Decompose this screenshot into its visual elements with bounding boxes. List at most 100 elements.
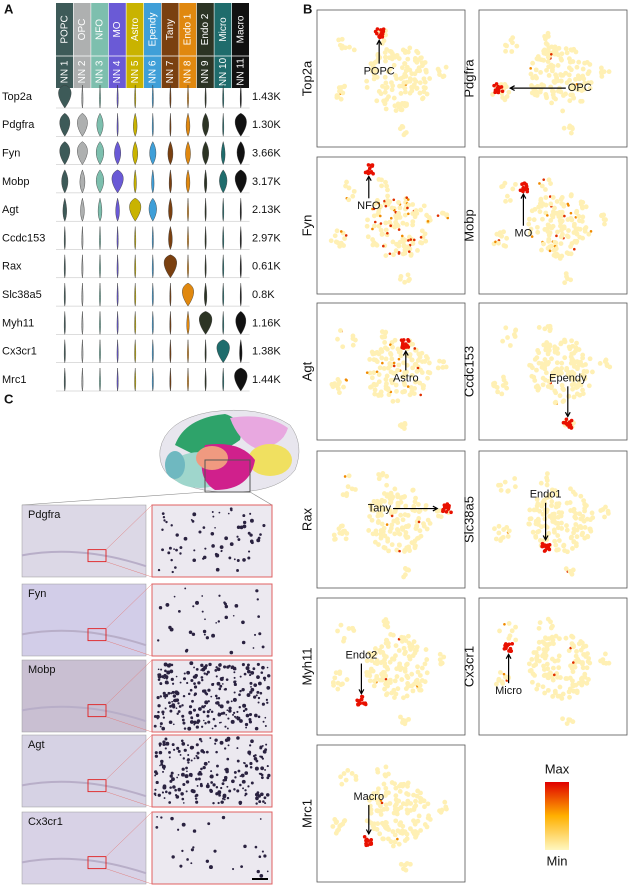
stained-cell <box>233 770 237 774</box>
cell-dot <box>536 658 542 664</box>
cell-dot <box>368 820 374 826</box>
cell-dot <box>569 211 573 215</box>
cell-dot <box>514 43 520 49</box>
cell-dot <box>419 393 422 397</box>
stained-cell <box>226 785 229 788</box>
cell-dot <box>398 353 404 359</box>
cell-dot <box>572 221 577 227</box>
cell-dot <box>382 244 385 248</box>
cell-dot <box>399 422 404 428</box>
cell-dot <box>383 220 389 226</box>
cell-dot <box>343 183 348 189</box>
stained-cell <box>163 768 166 770</box>
cell-dot <box>412 543 418 549</box>
tissue-edge <box>21 857 147 875</box>
cell-dot <box>437 651 443 657</box>
violin <box>81 311 84 335</box>
stained-cell <box>205 636 209 640</box>
violin <box>129 197 142 222</box>
stained-cell <box>195 800 199 804</box>
stained-cell <box>157 668 160 671</box>
cell-dot <box>539 247 544 253</box>
section-gene: Cx3cr1 <box>28 816 63 828</box>
cell-dot <box>403 130 409 135</box>
violin <box>169 84 172 109</box>
stained-cell <box>190 862 193 865</box>
cell-dot <box>400 517 406 523</box>
cell-dot <box>392 361 396 365</box>
cell-dot <box>402 862 408 868</box>
cell-dot <box>552 205 557 211</box>
stained-cell <box>215 697 219 700</box>
cell-dot <box>415 358 421 363</box>
cell-dot <box>425 375 430 381</box>
cell-dot <box>353 777 359 782</box>
cell-dot <box>534 653 540 659</box>
cell-dot <box>575 82 579 86</box>
cell-dot <box>393 793 399 799</box>
cell-dot <box>557 393 563 399</box>
cell-dot <box>408 801 414 806</box>
cell-dot <box>548 181 553 186</box>
cell-dot <box>589 230 593 233</box>
stained-cell <box>171 777 175 782</box>
cluster-dot <box>564 421 568 426</box>
cell-dot <box>555 693 561 699</box>
cell-dot <box>537 209 543 215</box>
cell-dot <box>424 670 430 676</box>
cell-dot <box>336 382 341 387</box>
stained-cell <box>219 704 224 709</box>
stained-cell <box>198 770 202 774</box>
stained-cell <box>244 707 248 711</box>
cluster-dot <box>523 186 528 191</box>
cell-dot <box>389 205 395 211</box>
cell-dot <box>441 654 447 660</box>
tsne-map: Pdgfra OPC <box>461 9 628 148</box>
stained-cell <box>162 765 166 769</box>
cell-dot <box>404 831 410 837</box>
cell-dot <box>534 497 540 502</box>
stained-cell <box>157 704 161 708</box>
stained-cell <box>202 526 206 529</box>
cell-dot <box>571 375 577 381</box>
cell-dot <box>395 806 401 812</box>
cell-dot <box>561 398 567 404</box>
cluster-dot <box>445 502 450 506</box>
cell-dot <box>414 524 420 530</box>
cell-dot <box>396 362 402 368</box>
cell-dot <box>539 82 545 88</box>
cell-dot <box>564 233 570 239</box>
cell-dot <box>570 678 575 684</box>
stained-cell <box>178 705 182 708</box>
stained-cell <box>187 726 192 731</box>
stained-cell <box>164 669 167 673</box>
cell-dot <box>419 228 425 234</box>
stained-cell <box>190 678 194 683</box>
cell-dot <box>573 247 576 251</box>
cluster-dot <box>362 834 367 839</box>
stained-cell <box>190 518 193 521</box>
stained-cell <box>193 666 195 669</box>
stained-cell <box>162 784 167 788</box>
cell-dot <box>565 549 570 555</box>
cell-dot <box>372 223 377 229</box>
cell-dot <box>537 508 543 514</box>
stained-cell <box>154 751 158 755</box>
cell-dot <box>391 656 397 662</box>
cell-dot <box>345 767 351 773</box>
stained-cell <box>266 701 269 704</box>
cell-dot <box>568 130 574 136</box>
cell-dot <box>417 520 421 524</box>
stained-cell <box>170 816 174 821</box>
panel-label: A <box>4 1 14 16</box>
annotation: Micro <box>495 685 522 697</box>
cell-dot <box>399 83 405 89</box>
stained-cell <box>236 525 241 530</box>
cell-dot <box>337 823 343 829</box>
cell-dot <box>371 791 377 797</box>
cell-dot <box>504 94 510 99</box>
max-expression: 1.16K <box>252 317 281 329</box>
stained-cell <box>226 757 230 761</box>
cell-dot <box>341 638 346 644</box>
stained-cell <box>165 602 170 607</box>
